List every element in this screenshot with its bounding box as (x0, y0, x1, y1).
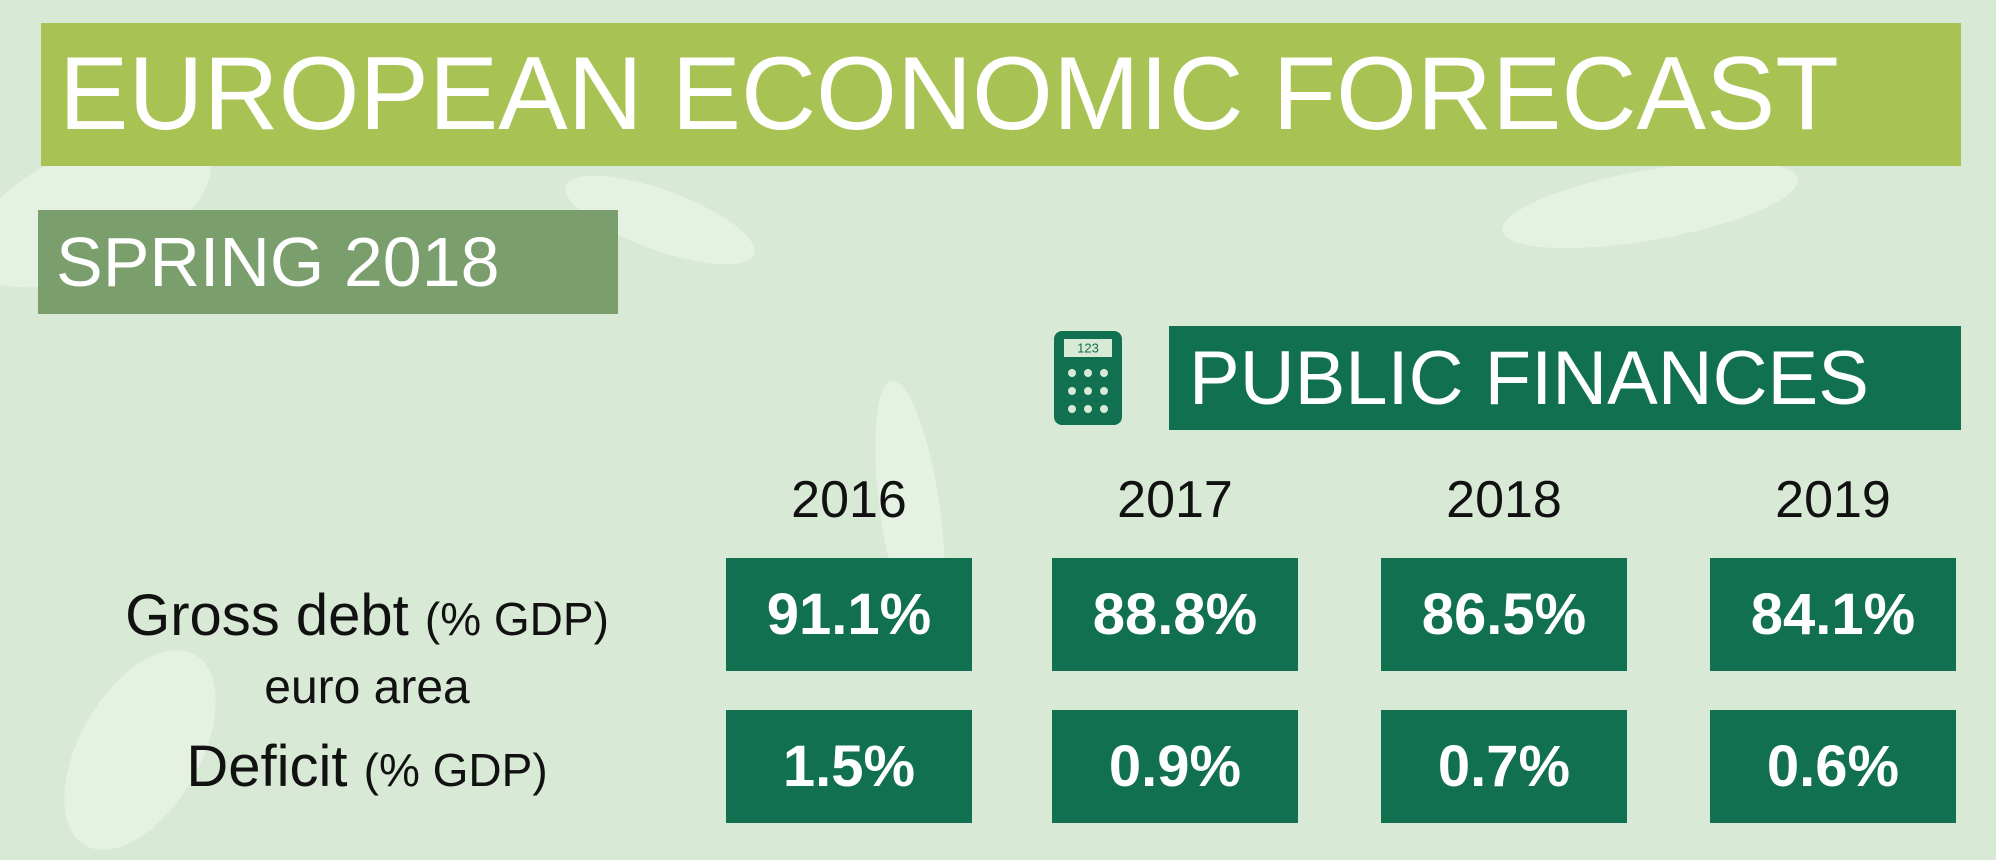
title-band: EUROPEAN ECONOMIC FORECAST (41, 23, 1961, 166)
subtitle-band: SPRING 2018 (38, 210, 618, 314)
value-cell: 0.6% (1710, 710, 1956, 823)
column-header: 2017 (1117, 471, 1233, 529)
subtitle: SPRING 2018 (56, 223, 500, 301)
value-cell: 1.5% (726, 710, 972, 823)
region-label: euro area (264, 661, 470, 714)
calculator-icon: 123 (1054, 331, 1122, 425)
row-name: Deficit (186, 734, 348, 799)
value-cell: 0.7% (1381, 710, 1627, 823)
value-cell: 86.5% (1381, 558, 1627, 671)
row-name: Gross debt (125, 583, 409, 648)
section-title: PUBLIC FINANCES (1189, 335, 1869, 421)
icon-label: 123 (1077, 340, 1099, 355)
row-unit: (% GDP) (363, 744, 548, 796)
value-cell: 0.9% (1052, 710, 1298, 823)
column-header: 2016 (791, 471, 907, 529)
section-band: PUBLIC FINANCES (1169, 326, 1961, 430)
value-cell: 91.1% (726, 558, 972, 671)
value-cell: 84.1% (1710, 558, 1956, 671)
column-header: 2019 (1775, 471, 1891, 529)
column-header: 2018 (1446, 471, 1562, 529)
row-label: Gross debt (% GDP) (17, 582, 717, 649)
title: EUROPEAN ECONOMIC FORECAST (59, 36, 1839, 152)
row-label: Deficit (% GDP) (17, 733, 717, 800)
row-unit: (% GDP) (424, 593, 609, 645)
value-cell: 88.8% (1052, 558, 1298, 671)
